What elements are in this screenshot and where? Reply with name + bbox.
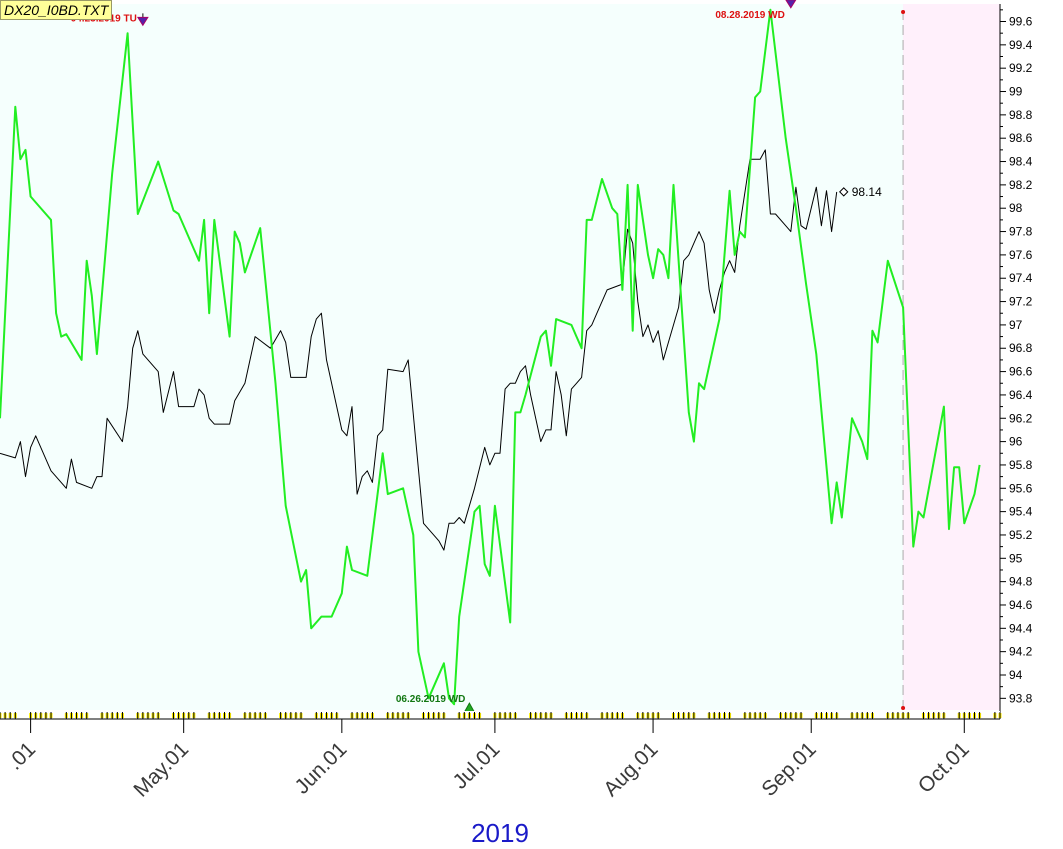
marker-label: 08.28.2019 WD: [715, 10, 785, 21]
y-tick-label: 97.6: [1009, 248, 1033, 262]
y-tick-label: 96.6: [1009, 365, 1033, 379]
y-tick-label: 94.6: [1009, 598, 1033, 612]
last-price-diamond: [839, 187, 849, 197]
marker-arrow: [785, 0, 797, 9]
y-tick-label: 95: [1009, 551, 1023, 565]
y-tick-label: 98.2: [1009, 178, 1033, 192]
marker-label: 06.26.2019 WD: [396, 694, 466, 705]
y-tick-label: 95.8: [1009, 458, 1033, 472]
forecast-top-dot: [901, 10, 906, 14]
series-layer: [0, 8, 981, 706]
y-tick-label: 99.6: [1009, 15, 1033, 29]
y-tick-label: 95.4: [1009, 505, 1033, 519]
x-month-label: Aug.01: [599, 738, 662, 801]
y-tick-label: 94.4: [1009, 621, 1033, 635]
plot-background: [0, 4, 1000, 710]
y-tick-label: 96.2: [1009, 411, 1033, 425]
y-tick-label: 97.2: [1009, 295, 1033, 309]
y-tick-label: 98: [1009, 201, 1023, 215]
x-axis: .01 May.01 Jun.01 Jul.01 Aug.01 Sep.01 Oct.01: [0, 712, 1002, 802]
y-tick-label: 95.6: [1009, 481, 1033, 495]
x-month-label: Sep.01: [757, 738, 820, 801]
y-tick-label: 97.8: [1009, 225, 1033, 239]
y-tick-label: 94.2: [1009, 645, 1033, 659]
y-tick-label: 96.4: [1009, 388, 1033, 402]
green-series-line: [0, 8, 981, 706]
y-tick-label: 98.4: [1009, 155, 1033, 169]
black-series-line: [0, 149, 838, 551]
y-tick-label: 95.2: [1009, 528, 1033, 542]
x-month-label: Jun.01: [291, 738, 352, 799]
y-tick-label: 99.2: [1009, 61, 1033, 75]
forecast-bottom-dot: [901, 706, 906, 710]
year-label: 2019: [471, 818, 529, 848]
y-tick-label: 93.8: [1009, 691, 1033, 705]
y-tick-label: 97: [1009, 318, 1023, 332]
last-price-marker: 98.14: [839, 185, 882, 199]
x-day-mark: [0, 713, 2, 718]
y-tick-label: 94.8: [1009, 575, 1033, 589]
y-tick-label: 97.4: [1009, 271, 1033, 285]
y-tick-label: 99.4: [1009, 38, 1033, 52]
x-month-label: Oct.01: [914, 738, 974, 798]
y-tick-label: 98.6: [1009, 131, 1033, 145]
y-tick-label: 98.8: [1009, 108, 1033, 122]
x-month-label: Jul.01: [449, 738, 505, 794]
last-price-label: 98.14: [852, 185, 882, 199]
x-month-label: May.01: [129, 738, 193, 802]
y-tick-label: 96.8: [1009, 341, 1033, 355]
y-tick-label: 99: [1009, 85, 1023, 99]
forecast-region: [903, 4, 1000, 710]
y-tick-label: 96: [1009, 435, 1023, 449]
ticker-label: DX20_I0BD.TXT: [0, 0, 113, 20]
marker-arrow: [136, 16, 149, 27]
y-axis: 93.8 94 94.2 94.4 94.6 94.8 95 95.2 95.4 95.6 95.8…: [1000, 9, 1033, 705]
extreme-marker-high: 08.28.2019 WD: [715, 0, 797, 21]
y-tick-label: 94: [1009, 668, 1023, 682]
x-month-label: .01: [3, 738, 40, 775]
